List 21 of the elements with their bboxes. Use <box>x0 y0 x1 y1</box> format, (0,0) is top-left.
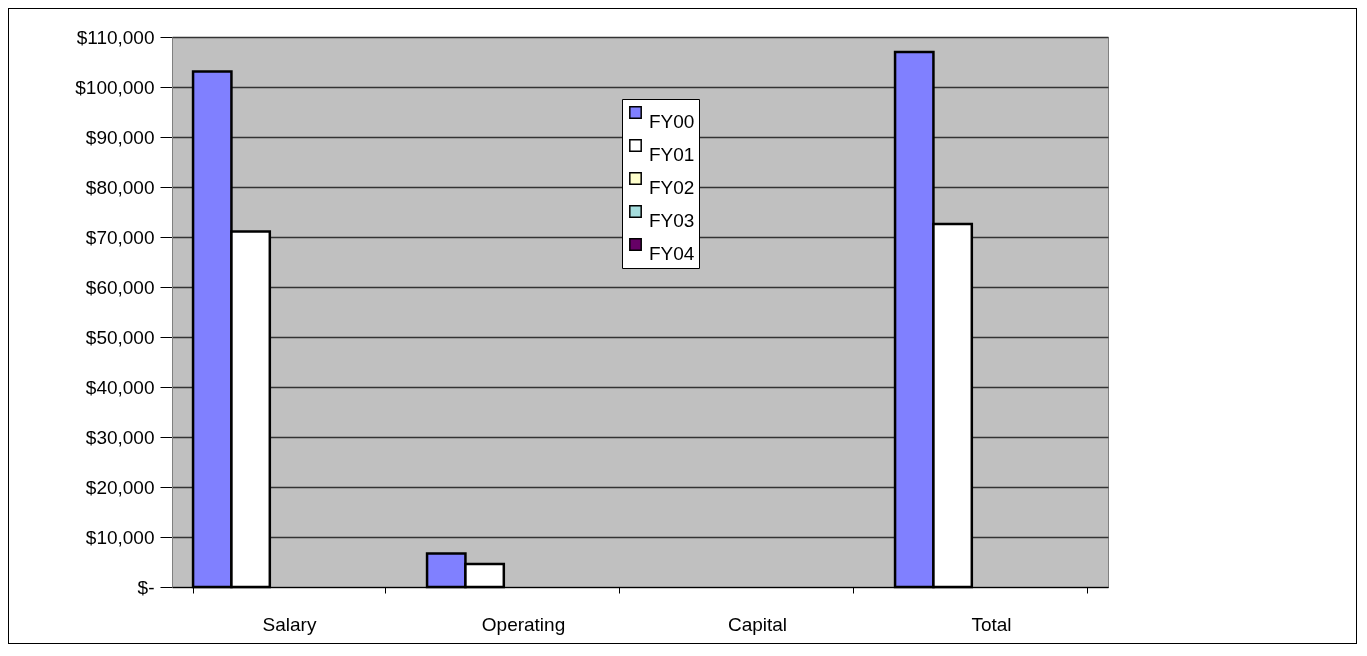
y-tick-label: $110,000 <box>76 26 155 48</box>
y-tick-label: $90,000 <box>85 126 155 148</box>
y-tick-label: $100,000 <box>75 76 155 98</box>
y-tick-label: $10,000 <box>85 526 155 548</box>
legend-label: FY03 <box>649 209 695 231</box>
legend-label: FY04 <box>649 242 695 264</box>
y-tick-label: $30,000 <box>85 426 155 448</box>
y-tick-label: $60,000 <box>85 276 155 298</box>
x-tick-label: Salary <box>262 613 317 635</box>
x-tick-label: Capital <box>727 613 788 635</box>
x-tick-label: Total <box>971 613 1012 635</box>
y-tick-label: $50,000 <box>85 326 155 348</box>
legend-label: FY02 <box>649 176 695 198</box>
y-tick-label: $70,000 <box>85 226 155 248</box>
y-tick-label: $- <box>137 576 155 598</box>
y-tick-label: $20,000 <box>85 476 155 498</box>
y-tick-label: $40,000 <box>85 376 155 398</box>
legend-label: FY00 <box>649 110 695 132</box>
x-tick-label: Operating <box>481 613 566 635</box>
legend-label: FY01 <box>649 143 695 165</box>
y-tick-label: $80,000 <box>85 176 155 198</box>
